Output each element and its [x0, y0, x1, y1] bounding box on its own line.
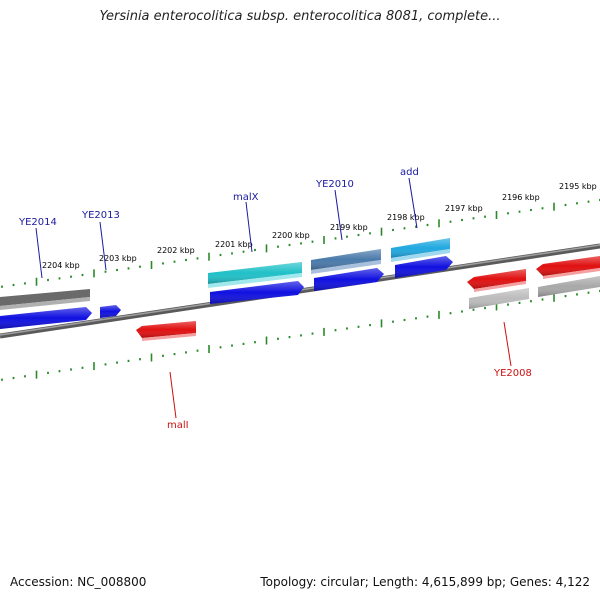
lower-scale-ticks [1, 289, 600, 381]
upper-scale-ticks [1, 198, 600, 288]
scale-label: 2202 kbp [157, 246, 195, 255]
gene-ye2014[interactable] [0, 289, 92, 329]
gene-label-mali[interactable]: malI [167, 420, 189, 431]
scale-label: 2199 kbp [330, 223, 368, 232]
scale-label: 2201 kbp [215, 240, 253, 249]
scale-label: 2196 kbp [502, 193, 540, 202]
scale-labels: 2204 kbp 2203 kbp 2202 kbp 2201 kbp 2200… [42, 182, 597, 270]
gene-label-add[interactable]: add [400, 167, 419, 178]
scale-label: 2203 kbp [99, 254, 137, 263]
gene-label-ye2010[interactable]: YE2010 [315, 179, 354, 190]
label-leaders [35, 177, 512, 419]
gene-label-ye2008[interactable]: YE2008 [493, 368, 532, 379]
gene-labels: YE2014 YE2013 malX YE2010 add malI YE200… [18, 167, 532, 431]
gene-malx[interactable] [208, 262, 304, 304]
scale-label: 2204 kbp [42, 261, 80, 270]
gene-ye2008[interactable] [467, 269, 529, 309]
scale-label: 2200 kbp [272, 231, 310, 240]
genome-summary: Topology: circular; Length: 4,615,899 bp… [260, 575, 590, 589]
scale-label: 2197 kbp [445, 204, 483, 213]
gene-ye2013[interactable] [100, 305, 121, 318]
scale-label: 2198 kbp [387, 213, 425, 222]
gene-ye2010[interactable] [311, 249, 384, 291]
scale-label: 2195 kbp [559, 182, 597, 191]
map-title: Yersinia enterocolitica subsp. enterocol… [99, 9, 501, 24]
gene-mali[interactable] [136, 321, 196, 341]
reverse-genes [136, 256, 600, 341]
gene-label-malx[interactable]: malX [233, 192, 259, 203]
gene-label-ye2013[interactable]: YE2013 [81, 210, 120, 221]
gene-next-reverse[interactable] [536, 256, 600, 297]
forward-genes [0, 238, 453, 329]
accession-label: Accession: NC_008800 [10, 575, 147, 589]
gene-label-ye2014[interactable]: YE2014 [18, 217, 57, 228]
gene-add[interactable] [391, 238, 453, 278]
